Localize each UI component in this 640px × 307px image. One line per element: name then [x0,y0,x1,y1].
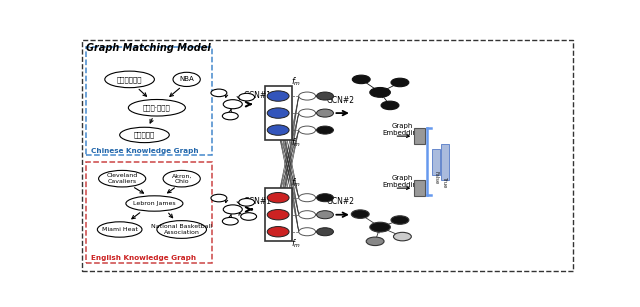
Text: Graph
Embedding: Graph Embedding [383,122,422,135]
Circle shape [317,194,333,202]
Text: NBA: NBA [179,76,194,82]
Circle shape [391,216,409,224]
Circle shape [239,93,255,101]
Ellipse shape [129,99,186,116]
Circle shape [352,75,370,84]
Circle shape [299,194,316,202]
Circle shape [299,228,316,236]
Bar [86,162,212,262]
Circle shape [268,125,289,135]
Circle shape [317,109,333,117]
Circle shape [370,87,390,97]
Circle shape [299,211,316,219]
Circle shape [317,92,333,100]
Circle shape [211,89,227,97]
Bar [440,144,449,180]
Text: $f_m$: $f_m$ [291,238,301,251]
Text: English Knowledge Graph: English Knowledge Graph [91,255,196,261]
Circle shape [222,112,238,120]
Circle shape [366,237,384,246]
Circle shape [370,222,390,232]
Text: Chinese Knowledge Graph: Chinese Knowledge Graph [91,148,198,154]
Circle shape [268,91,289,101]
Text: GCN#1: GCN#1 [244,196,271,206]
Text: GCN#2: GCN#2 [326,197,355,206]
Text: $f_m$: $f_m$ [291,136,301,149]
Ellipse shape [105,71,154,88]
Bar [86,48,212,155]
Circle shape [268,108,289,118]
Text: True: True [442,177,447,188]
Text: $f_m$: $f_m$ [291,75,301,87]
Circle shape [211,194,227,202]
Ellipse shape [173,72,200,87]
Bar [264,188,292,241]
Circle shape [222,217,238,225]
Ellipse shape [120,127,170,143]
Circle shape [317,126,333,134]
Text: GCN#2: GCN#2 [326,95,355,105]
Circle shape [299,126,316,134]
Bar [414,128,425,144]
Circle shape [351,210,369,218]
Ellipse shape [157,221,207,238]
Text: GCN#1: GCN#1 [244,91,271,100]
Text: National Basketball
Association: National Basketball Association [151,224,212,235]
Circle shape [299,92,316,100]
Ellipse shape [126,196,183,211]
Bar [264,87,292,140]
Circle shape [317,228,333,236]
Bar [414,180,425,196]
Text: Akron,
Ohio: Akron, Ohio [172,173,192,184]
Circle shape [223,205,243,214]
Text: 迈阿密热火: 迈阿密热火 [134,132,155,138]
Text: Graph Matching Model: Graph Matching Model [86,43,211,53]
Text: $f_m$: $f_m$ [291,177,301,189]
Ellipse shape [163,170,200,187]
Text: Graph
Embedding: Graph Embedding [383,175,422,188]
Circle shape [268,209,289,220]
Circle shape [223,100,243,109]
Text: 勒布朗·詹姆斯: 勒布朗·詹姆斯 [143,104,171,111]
Text: Lebron James: Lebron James [133,201,176,206]
Circle shape [317,211,333,219]
Circle shape [268,192,289,203]
Text: 克利夫兰骑士: 克利夫兰骑士 [117,76,142,83]
Ellipse shape [97,222,142,237]
Circle shape [239,199,255,206]
Text: Cleveland
Cavaliers: Cleveland Cavaliers [106,173,138,184]
Circle shape [268,227,289,237]
Circle shape [381,101,399,110]
Bar [432,149,440,175]
Circle shape [299,109,316,117]
Text: Miami Heat: Miami Heat [102,227,138,232]
Ellipse shape [99,170,146,187]
Circle shape [391,78,409,87]
Circle shape [241,213,257,220]
Circle shape [394,232,412,241]
Text: False: False [434,171,438,185]
